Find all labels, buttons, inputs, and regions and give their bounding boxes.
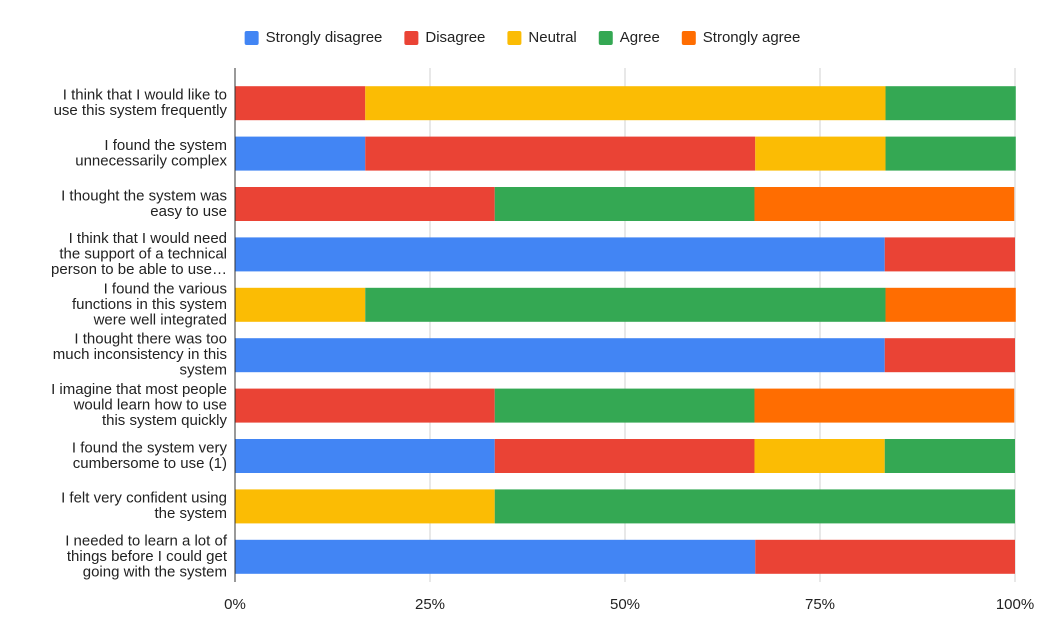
x-tick-label: 100%	[996, 596, 1034, 613]
bar-segment	[494, 489, 1015, 524]
legend-label: Strongly disagree	[266, 29, 383, 46]
bar-segment	[365, 136, 756, 171]
bar-segment	[884, 439, 1015, 473]
bar-segment	[235, 489, 495, 524]
bar-segment	[235, 439, 495, 473]
y-tick-label: I think that I would like to use this sys…	[54, 86, 228, 119]
bar-segment	[235, 539, 756, 574]
x-tick-label: 0%	[224, 596, 246, 613]
y-tick-label: I felt very confident using the system	[61, 490, 227, 523]
bar-segment	[235, 187, 495, 221]
bar-segment	[754, 187, 1015, 221]
y-tick-label: I imagine that most people would learn ho…	[51, 381, 227, 429]
bar-segment	[235, 136, 366, 171]
bar-segment	[885, 287, 1016, 322]
legend-label: Disagree	[425, 29, 485, 46]
x-tick-label: 50%	[610, 596, 640, 613]
legend-label: Neutral	[528, 29, 576, 46]
bar-segment	[884, 237, 1015, 272]
bar-segment	[885, 86, 1016, 121]
legend-label: Agree	[620, 29, 660, 46]
legend-swatch	[404, 31, 419, 45]
bar-segment	[494, 439, 755, 473]
bar-segment	[885, 136, 1016, 171]
x-tick-label: 25%	[415, 596, 445, 613]
y-tick-label: I think that I would need the support of …	[51, 230, 227, 278]
legend-swatch	[244, 31, 259, 45]
bar-segment	[494, 388, 755, 423]
y-tick-label: I thought there was too much inconsistenc…	[53, 331, 227, 379]
bar-segment	[235, 287, 366, 322]
bar-segment	[365, 287, 886, 322]
y-tick-label: I found the system unnecessarily complex	[75, 137, 227, 170]
bar-segment	[235, 338, 885, 373]
bar-segment	[754, 388, 1015, 423]
legend-swatch	[681, 31, 696, 45]
bar-segment	[755, 136, 886, 171]
y-tick-label: I found the system very cumbersome to use…	[72, 439, 228, 472]
bar-segment	[235, 86, 366, 121]
y-tick-label: I found the various functions in this sys…	[72, 280, 227, 328]
bar-segment	[235, 237, 885, 272]
bar-segment	[884, 338, 1015, 373]
bar-segment	[755, 539, 1015, 574]
y-tick-label: I thought the system was easy to use	[61, 187, 227, 220]
y-tick-label: I needed to learn a lot of things before …	[65, 532, 228, 580]
x-tick-label: 75%	[805, 596, 835, 613]
legend-label: Strongly agree	[703, 29, 801, 46]
bar-segment	[235, 388, 495, 423]
legend-swatch	[507, 31, 522, 45]
bar-segment	[365, 86, 886, 121]
legend-swatch	[598, 31, 613, 45]
bar-segment	[494, 187, 755, 221]
bar-segment	[754, 439, 885, 473]
